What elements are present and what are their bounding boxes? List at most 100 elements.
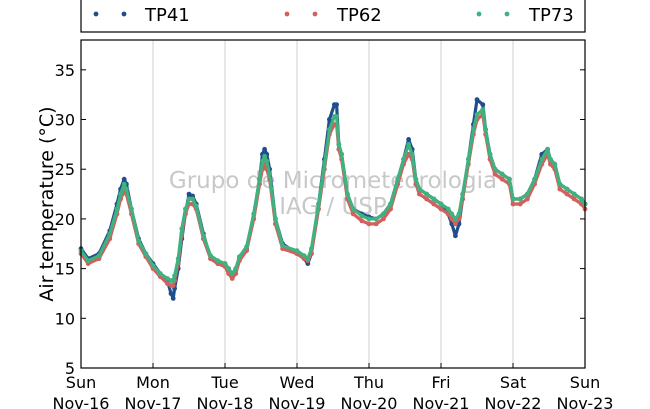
data-point — [301, 253, 307, 259]
data-point — [424, 196, 429, 202]
data-point — [316, 201, 321, 207]
data-point — [175, 256, 181, 262]
data-point — [564, 186, 570, 192]
data-point — [466, 156, 471, 162]
data-point — [215, 258, 221, 264]
data-point — [381, 216, 386, 222]
y-tick-label: 10 — [55, 309, 75, 328]
data-point — [417, 186, 422, 192]
series-line — [79, 108, 587, 283]
x-tick-label-date: Nov-20 — [341, 394, 398, 409]
data-point — [257, 176, 262, 182]
data-point — [406, 142, 411, 147]
legend-marker — [504, 11, 510, 17]
data-point — [262, 146, 267, 152]
data-point — [262, 153, 267, 159]
data-point — [395, 176, 401, 182]
data-point — [118, 191, 123, 197]
y-tick-label: 5 — [65, 359, 75, 378]
x-axis: Sun Nov-16 Mon Nov-17 Tue Nov-18 Wed Nov-19 Thu N… — [53, 363, 613, 409]
series-TP73 — [78, 107, 588, 283]
data-point — [366, 216, 372, 222]
x-tick-label-date: Nov-22 — [485, 394, 542, 409]
data-point — [170, 278, 176, 283]
data-point — [532, 176, 537, 182]
legend-marker — [476, 11, 482, 17]
data-point — [548, 156, 553, 162]
data-point — [579, 196, 584, 202]
data-point — [107, 231, 113, 237]
legend-label: TP73 — [528, 5, 574, 26]
data-point — [507, 176, 512, 182]
watermark: Grupo de Micrometeorologia IAG / USP — [169, 168, 497, 220]
data-point — [381, 211, 386, 217]
data-point — [480, 102, 486, 107]
legend-marker — [93, 11, 99, 17]
data-point — [571, 196, 577, 202]
data-point — [525, 196, 530, 202]
series-layer — [78, 97, 588, 301]
data-point — [309, 246, 314, 252]
data-point — [471, 127, 476, 132]
x-tick-label-day: Fri — [431, 373, 450, 392]
legend-label: TP62 — [336, 5, 382, 26]
data-point — [179, 226, 185, 232]
data-point — [499, 171, 505, 177]
data-point — [280, 243, 285, 249]
y-axis-title: Air temperature (°C) — [36, 106, 58, 301]
data-point — [480, 107, 486, 112]
data-point — [201, 233, 206, 239]
data-point — [413, 176, 419, 182]
data-point — [406, 151, 411, 157]
watermark-line-1: Grupo de Micrometeorologia — [169, 168, 497, 194]
data-point — [336, 142, 342, 147]
data-point — [373, 221, 379, 227]
data-point — [401, 156, 406, 162]
data-point — [350, 206, 356, 212]
data-point — [431, 196, 437, 202]
data-point — [453, 233, 458, 239]
legend-entry-TP62: TP62 — [284, 5, 382, 26]
data-point — [388, 201, 393, 207]
data-point — [305, 256, 311, 262]
data-point — [483, 127, 488, 132]
data-point — [438, 201, 444, 207]
x-tick-label-date: Nov-18 — [197, 394, 254, 409]
data-point — [525, 191, 530, 197]
data-point — [571, 191, 577, 197]
data-point — [557, 181, 563, 187]
data-point — [474, 112, 480, 117]
data-point — [165, 281, 170, 286]
legend: TP41 TP62 TP73 — [80, 0, 586, 33]
data-point — [157, 271, 163, 276]
data-point — [339, 151, 344, 157]
data-point — [499, 176, 505, 182]
y-tick-label: 30 — [55, 111, 75, 130]
data-point — [129, 206, 134, 212]
data-point — [453, 216, 458, 222]
data-point — [456, 211, 462, 217]
data-point — [460, 191, 465, 197]
data-point — [168, 291, 174, 296]
data-point — [193, 203, 199, 209]
x-tick-label-date: Nov-17 — [125, 394, 182, 409]
data-point — [244, 244, 250, 250]
x-tick-label-date: Nov-19 — [269, 394, 326, 409]
y-tick-label: 35 — [55, 61, 75, 80]
data-point — [165, 276, 170, 281]
data-point — [445, 206, 451, 212]
legend-box — [80, 0, 586, 33]
data-point — [539, 156, 545, 162]
data-point — [208, 253, 214, 259]
x-tick-label-day: Tue — [210, 373, 238, 392]
data-point — [96, 253, 102, 259]
y-tick-label: 25 — [55, 160, 75, 179]
data-point — [517, 196, 523, 202]
data-point — [438, 206, 444, 212]
data-point — [150, 263, 156, 268]
data-point — [350, 211, 356, 217]
legend-marker — [121, 11, 127, 17]
data-point — [517, 201, 523, 207]
data-point — [226, 266, 232, 271]
data-point — [172, 273, 178, 278]
